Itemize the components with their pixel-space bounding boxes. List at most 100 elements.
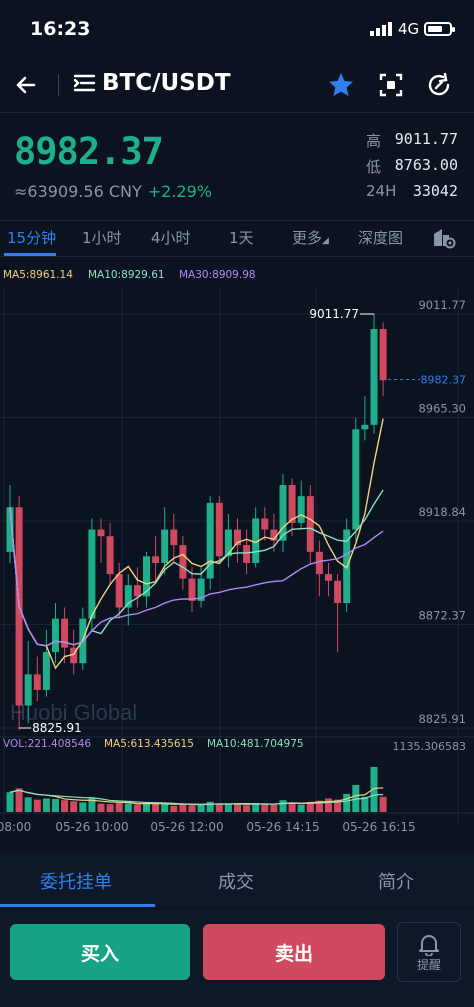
x-axis-label: 08:00 [0,820,31,834]
candle-body [133,585,141,597]
tab-more[interactable]: 更多◢ [292,227,329,248]
high-label: 高 [366,132,382,150]
volume-bar [252,802,260,812]
header-divider [58,74,59,96]
favorite-button[interactable] [326,70,356,100]
candle-body [161,529,169,563]
star-icon [329,73,353,96]
candlestick-chart[interactable]: Huobi Global 9011.778965.308918.848872.3… [0,288,474,848]
candle-body [6,507,14,552]
caret-down-icon: ◢ [322,236,329,246]
volume-bar [152,803,160,812]
volume-bar [88,798,96,812]
volume-bar [379,796,387,812]
volume-bar [61,800,69,812]
y-axis-label: 8872.37 [418,609,466,623]
active-tab-indicator [4,253,56,256]
volume-ma10-line [9,789,384,805]
menu-list-icon [74,74,96,92]
candle-body [306,496,314,552]
high-marker-label: 9011.77 [309,307,359,321]
volume-bar [297,804,305,812]
volume-bar [206,801,214,812]
buy-button[interactable]: 买入 [10,924,190,980]
header-separator [0,112,474,113]
volume-bar [352,784,360,812]
candle-body [288,485,296,523]
ma30-line [9,507,384,647]
current-price-label: 8982.37 [421,373,467,386]
candle-body [325,574,332,581]
volume-bar [325,798,332,812]
volume-bar [288,802,296,812]
volume-bar [343,793,351,812]
candle-body [261,518,269,530]
volume-bar [133,804,141,812]
bell-icon [419,934,439,956]
candle-body [61,618,69,648]
interval-tabs: 15分钟 1小时 4小时 1天 更多◢ 深度图 [0,222,474,256]
refresh-icon [428,72,450,96]
volume-bar [361,796,369,812]
volume-bar [270,804,278,812]
price-cny-row: ≈63909.56 CNY +2.29% [14,182,212,201]
candle-body [279,485,287,541]
chart-settings-icon [434,229,456,249]
low-value: 8763.00 [394,156,458,174]
tab-open-orders[interactable]: 委托挂单 [40,872,112,893]
volume-24h-value: 33042 [412,182,458,200]
candle-body [170,529,178,546]
candle-body [270,529,278,541]
fullscreen-button[interactable] [376,70,406,100]
focus-icon [379,73,403,97]
tab-depth-chart[interactable]: 深度图 [358,229,404,247]
volume-bar [306,801,314,812]
back-button[interactable] [10,68,44,102]
candle-body [243,545,251,563]
tab-more-label: 更多 [292,229,323,247]
volume-bar [124,803,132,812]
price-alert-button[interactable]: 提醒 [397,922,461,982]
tab-15min[interactable]: 15分钟 [7,229,57,247]
candle-body [115,574,123,608]
candle-body [215,502,223,557]
candle-body [361,424,369,430]
volume-ma5-legend: MA5:613.435615 [104,738,194,750]
y-axis-label: 8965.30 [418,402,466,416]
tab-intro[interactable]: 简介 [378,872,414,893]
candle-body [352,429,360,530]
tab-1hour[interactable]: 1小时 [82,229,122,247]
ma5-legend: MA5:8961.14 [3,269,73,281]
volume-bar [370,766,378,812]
volume-bar [115,802,123,812]
x-axis-label: 05-26 14:15 [246,820,319,834]
volume-bar [234,803,241,812]
sell-button[interactable]: 卖出 [203,924,385,980]
price-change: +2.29% [147,182,212,201]
volume-bar [97,803,105,812]
tab-4hour[interactable]: 4小时 [151,229,191,247]
bottom-tabs: 委托挂单 成交 简介 [0,852,474,907]
volume-bar [24,797,32,812]
candle-body [179,545,187,579]
volume-bar [179,803,187,812]
candle-body [297,496,305,523]
x-axis-label: 05-26 10:00 [55,820,128,834]
battery-icon [424,22,455,36]
tab-1day[interactable]: 1天 [229,229,254,247]
chart-settings-button[interactable] [432,226,456,250]
volume-bar [79,802,87,812]
candle-body [42,652,50,690]
tab-trades[interactable]: 成交 [218,872,254,893]
refresh-button[interactable] [424,70,454,100]
bottom-tab-indicator [0,904,155,907]
volume-bar [188,805,196,812]
candle-body [334,580,342,604]
volume-bar [243,805,251,812]
price-cny: ≈63909.56 CNY [14,182,142,201]
pair-selector[interactable]: BTC/USDT [74,70,231,96]
alert-label: 提醒 [416,957,441,972]
volume-bar [261,804,269,812]
volume-bar [197,805,205,812]
tabs-separator-top [0,220,474,221]
